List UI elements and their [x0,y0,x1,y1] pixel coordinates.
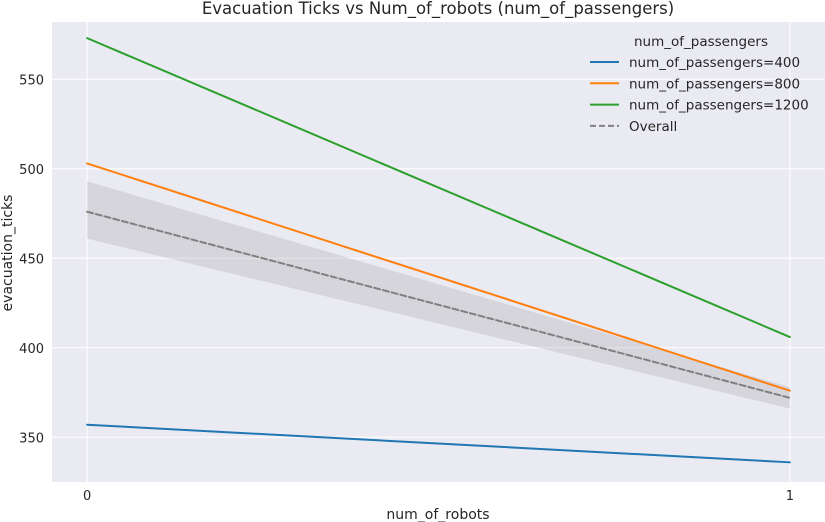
y-tick-label: 500 [19,163,44,178]
series-line-num-of-passengers-800 [86,162,791,392]
series-line-num-of-passengers-400 [86,423,791,464]
y-tick-label: 400 [19,342,44,357]
y-tick-labels: 350 400 450 500 550 [19,73,44,446]
x-tick-label: 1 [786,489,794,504]
y-tick-label: 550 [19,73,44,88]
legend-entry-label: num_of_passengers=1200 [629,98,809,114]
legend-entry-label: num_of_passengers=800 [629,76,800,92]
grid-lines [52,22,825,482]
chart-title: Evacuation Ticks vs Num_of_robots (num_o… [202,0,674,19]
series-line-num-of-passengers-1200 [86,37,791,339]
y-tick-label: 350 [19,431,44,446]
y-tick-label: 450 [19,252,44,267]
y-axis-label: evacuation_ticks [0,195,16,312]
x-axis-label: num_of_robots [386,507,489,522]
series-lines [86,37,791,464]
legend-title: num_of_passengers [634,34,768,50]
legend-entry-label: Overall [629,119,677,135]
legend: num_of_passengers num_of_passengers=400n… [590,34,809,135]
plot-area [52,22,825,482]
x-tick-label: 0 [83,489,91,504]
legend-entry-label: num_of_passengers=400 [629,55,800,71]
series-line-overall [86,210,791,399]
